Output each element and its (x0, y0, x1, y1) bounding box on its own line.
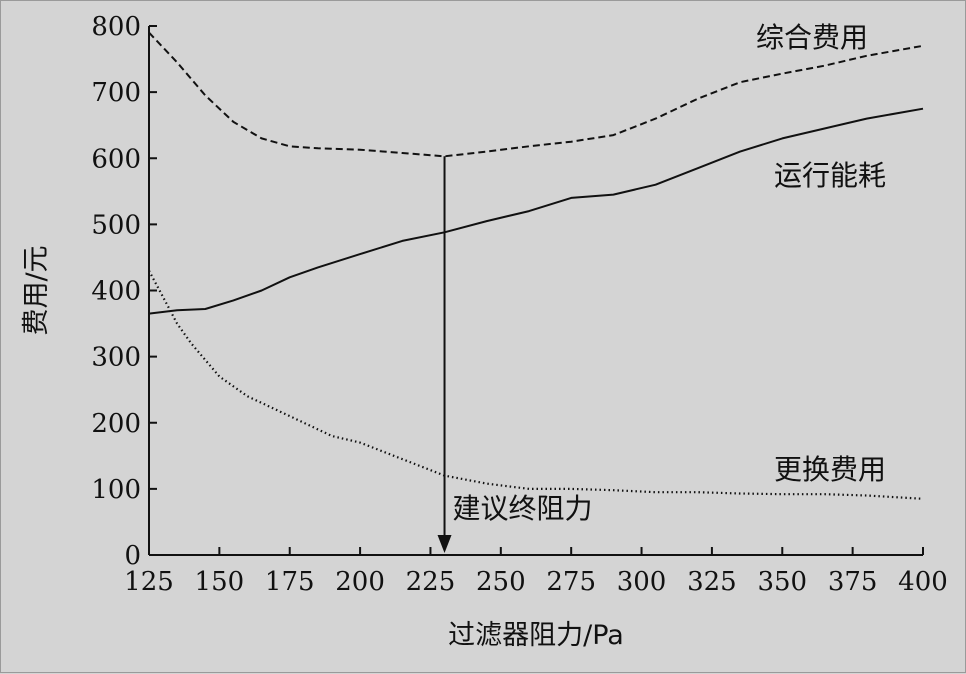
y-tick-label: 0 (124, 541, 141, 571)
y-tick-label: 700 (91, 78, 141, 108)
x-tick-label: 125 (124, 567, 174, 597)
series-label-0: 综合费用 (756, 21, 868, 54)
x-tick-label: 350 (757, 567, 807, 597)
y-tick-label: 300 (91, 343, 141, 373)
annotation-arrowhead (437, 535, 452, 553)
x-tick-label: 175 (265, 567, 315, 597)
y-tick-label: 100 (91, 475, 141, 505)
x-tick-label: 150 (195, 567, 245, 597)
y-tick-label: 600 (91, 144, 141, 174)
x-tick-label: 325 (687, 567, 737, 597)
x-tick-label: 250 (476, 567, 526, 597)
series-line-2 (148, 270, 924, 500)
x-tick-label: 200 (335, 567, 385, 597)
series-line-1 (148, 107, 924, 315)
x-tick-label: 400 (898, 567, 948, 597)
x-tick-label: 375 (828, 567, 878, 597)
y-axis-title: 费用/元 (21, 245, 52, 335)
y-tick-label: 800 (91, 12, 141, 42)
y-tick-label: 500 (91, 210, 141, 240)
x-tick-label: 275 (546, 567, 596, 597)
series-label-2: 更换费用 (774, 453, 886, 486)
y-tick-label: 200 (91, 409, 141, 439)
annotation-label: 建议终阻力 (453, 492, 593, 525)
series-line-0 (148, 31, 924, 158)
x-axis-title: 过滤器阻力/Pa (448, 620, 624, 651)
x-tick-label: 300 (617, 567, 667, 597)
series-label-1: 运行能耗 (774, 159, 886, 192)
x-tick-label: 225 (406, 567, 456, 597)
y-tick-label: 400 (91, 277, 141, 307)
